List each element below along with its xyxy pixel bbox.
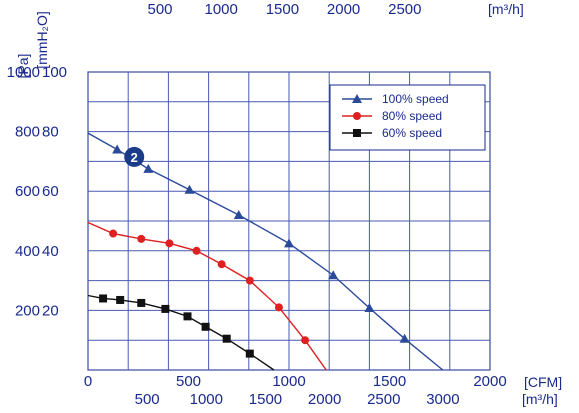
legend-marker-square bbox=[353, 129, 361, 137]
y-tick-pa: 200 bbox=[15, 302, 40, 319]
legend-marker-triangle bbox=[352, 94, 362, 103]
data-point-square bbox=[201, 322, 210, 331]
data-point-triangle bbox=[184, 184, 195, 194]
y-tick-mmh2o: 80 bbox=[42, 124, 59, 141]
legend-marker-circle bbox=[353, 112, 361, 120]
x-unit-m3h-top: [m³/h] bbox=[488, 1, 524, 17]
x-tick-top-m3h: 2500 bbox=[388, 1, 421, 18]
x-tick-top-m3h: 500 bbox=[147, 1, 172, 18]
y-tick-mmh2o: 100 bbox=[42, 64, 67, 81]
y-unit-pa: [Pa] bbox=[15, 54, 31, 79]
data-point-square bbox=[245, 349, 254, 358]
x-tick-m3h: 500 bbox=[135, 391, 160, 408]
series-1 bbox=[87, 221, 327, 371]
x-tick-cfm: 0 bbox=[84, 373, 92, 390]
data-point-circle bbox=[192, 246, 201, 255]
annotations: 2 bbox=[124, 146, 145, 167]
x-tick-top-m3h: 1500 bbox=[266, 1, 299, 18]
y-tick-mmh2o: 60 bbox=[42, 183, 59, 200]
x-tick-m3h: 2000 bbox=[308, 391, 341, 408]
legend-label: 100% speed bbox=[382, 92, 449, 106]
y-tick-mmh2o: 20 bbox=[42, 302, 59, 319]
data-point-square bbox=[183, 312, 192, 321]
series-line bbox=[87, 221, 327, 371]
x-tick-cfm: 1000 bbox=[272, 373, 305, 390]
data-point-square bbox=[222, 334, 231, 343]
data-point-circle bbox=[137, 234, 146, 243]
legend-label: 60% speed bbox=[382, 126, 442, 140]
data-point-triangle bbox=[328, 270, 339, 280]
x-unit-cfm: [CFM] bbox=[524, 374, 562, 390]
y-tick-pa: 800 bbox=[15, 124, 40, 141]
data-point-triangle bbox=[399, 333, 410, 343]
y-tick-pa: 400 bbox=[15, 243, 40, 260]
x-tick-m3h: 3000 bbox=[426, 391, 459, 408]
x-unit-m3h-bottom: [m³/h] bbox=[522, 391, 558, 407]
data-point-triangle bbox=[364, 303, 375, 313]
y-unit-mmh2o: [mmH₂O] bbox=[34, 11, 50, 69]
x-tick-m3h: 1500 bbox=[249, 391, 282, 408]
legend: 100% speed 80% speed 60% speed bbox=[329, 84, 486, 151]
data-point-square bbox=[161, 304, 170, 313]
data-point-circle bbox=[274, 303, 283, 312]
x-tick-m3h: 1000 bbox=[190, 391, 223, 408]
data-point-triangle bbox=[112, 144, 123, 154]
data-point-circle bbox=[301, 336, 310, 345]
x-tick-top-m3h: 2000 bbox=[327, 1, 360, 18]
x-tick-top-m3h: 1000 bbox=[205, 1, 238, 18]
annotation-badge bbox=[124, 146, 145, 167]
data-point-circle bbox=[217, 260, 226, 269]
data-point-square bbox=[137, 298, 146, 307]
series-layer bbox=[87, 132, 444, 371]
data-point-square bbox=[116, 295, 125, 304]
x-tick-cfm: 1500 bbox=[373, 373, 406, 390]
y-tick-mmh2o: 40 bbox=[42, 243, 59, 260]
y-tick-pa: 600 bbox=[15, 183, 40, 200]
data-point-triangle bbox=[233, 210, 244, 220]
x-tick-m3h: 2500 bbox=[367, 391, 400, 408]
x-tick-cfm: 500 bbox=[176, 373, 201, 390]
x-tick-cfm: 2000 bbox=[473, 373, 506, 390]
data-point-circle bbox=[109, 229, 118, 238]
data-point-square bbox=[99, 294, 108, 303]
data-point-circle bbox=[165, 239, 174, 248]
data-point-triangle bbox=[284, 238, 294, 248]
y-tick-pa: 1000 bbox=[7, 64, 40, 81]
annotation-label: 2 bbox=[131, 150, 138, 165]
series-2 bbox=[87, 294, 275, 371]
data-point-circle bbox=[245, 276, 254, 285]
series-line bbox=[87, 294, 275, 371]
axis-labels: 200 400 600 800 1000 20 40 60 80 100 [Pa] [mmH₂O] 0 5… bbox=[7, 1, 562, 408]
data-point-triangle bbox=[143, 163, 154, 173]
legend-label: 80% speed bbox=[382, 109, 442, 123]
